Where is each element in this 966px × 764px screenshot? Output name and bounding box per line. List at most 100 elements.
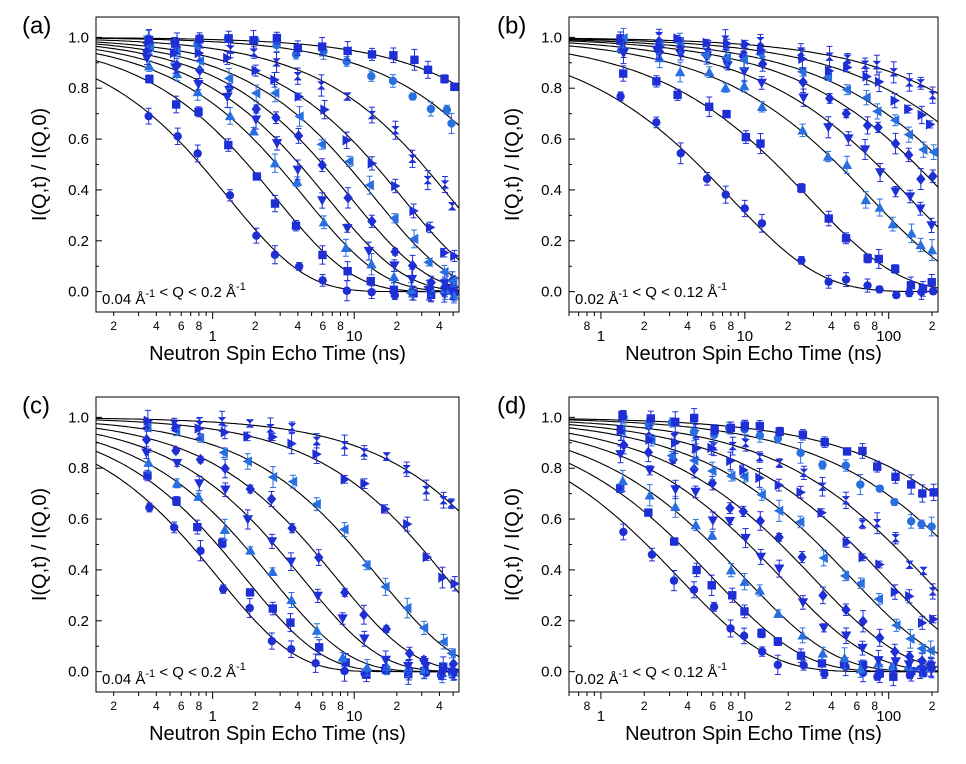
data-point [220,427,231,438]
data-point [755,431,765,440]
data-point [670,433,679,443]
data-point [422,551,433,563]
data-point [268,604,278,613]
data-point [797,551,807,563]
y-tick-label: 1.0 [541,409,562,426]
data-point [740,204,749,213]
data-point [391,126,400,135]
data-point [425,222,436,233]
x-axis-title: Neutron Spin Echo Time (ns) [625,723,882,745]
data-point [689,585,699,594]
data-point [707,477,718,489]
data-point [242,456,252,467]
data-point [890,645,900,658]
data-point [171,458,183,469]
data-point [741,438,750,448]
data-point [724,516,736,527]
x-minor-tick-label: 2 [252,699,259,713]
data-point [403,661,414,672]
data-point [755,552,767,563]
data-point [419,654,429,666]
data-point [726,423,736,433]
y-tick-label: 0.0 [541,664,562,681]
data-point [817,659,827,668]
data-point [359,609,369,621]
x-minor-tick-label: 4 [153,319,160,333]
x-axis-title: Neutron Spin Echo Time (ns) [149,723,406,745]
data-point [874,168,886,178]
data-point [709,442,719,451]
data-point [862,71,872,82]
data-point [320,104,330,115]
data-point [439,266,449,278]
data-point [773,434,783,443]
y-tick-label: 1.0 [541,29,562,46]
data-point [317,42,327,51]
data-point [839,570,850,582]
data-point [403,518,413,530]
data-point [891,534,900,543]
data-point [918,284,928,294]
data-point [287,423,297,432]
data-point [918,144,928,155]
data-point [676,149,685,158]
data-point [725,564,737,575]
data-point [775,427,784,436]
x-axis-title: Neutron Spin Echo Time (ns) [149,343,406,365]
x-minor-tick-label: 8 [196,699,203,713]
data-point [644,490,655,500]
data-point [426,276,436,289]
data-point [269,158,281,168]
data-point [367,72,376,81]
data-point [250,115,262,125]
data-point [706,530,718,540]
data-point [875,285,884,294]
data-point [904,103,914,115]
data-point [363,246,375,257]
data-point [141,53,153,64]
data-point [674,66,686,77]
data-point [797,256,806,265]
data-point [291,221,301,230]
data-point [287,645,296,654]
data-point [251,103,261,115]
fit-curve-5 [569,432,938,668]
y-tick-label: 0.0 [68,284,89,301]
x-minor-tick-label: 4 [684,319,691,333]
data-point [709,602,719,612]
data-point [929,614,938,625]
data-point [823,123,834,133]
x-minor-tick-label: 2 [110,319,117,333]
data-point [343,192,353,204]
data-point [342,286,352,295]
x-minor-tick-label: 4 [153,699,160,713]
y-axis-title: I(Q,t) / I(Q,0) [502,108,524,221]
data-point [841,604,851,616]
data-point [861,92,871,103]
data-point [915,239,926,250]
x-minor-tick-label: 6 [853,699,860,713]
data-point [917,109,927,121]
x-minor-tick-label: 2 [393,699,400,713]
x-axis-title: Neutron Spin Echo Time (ns) [625,343,882,365]
data-point [406,275,418,285]
data-point [194,55,205,67]
data-point [217,417,227,426]
x-minor-tick-label: 2 [785,699,792,713]
data-point [890,586,901,598]
x-minor-tick-label: 4 [295,319,302,333]
data-point [689,427,699,437]
data-point [889,68,898,77]
data-point [287,438,297,449]
data-point [647,550,657,559]
data-point [170,420,179,429]
data-point [226,45,235,54]
data-point [858,519,867,528]
data-point [874,202,885,212]
data-point [193,491,204,501]
data-point [860,60,870,69]
data-point [619,439,629,451]
data-point [906,281,916,290]
data-point [926,662,937,674]
